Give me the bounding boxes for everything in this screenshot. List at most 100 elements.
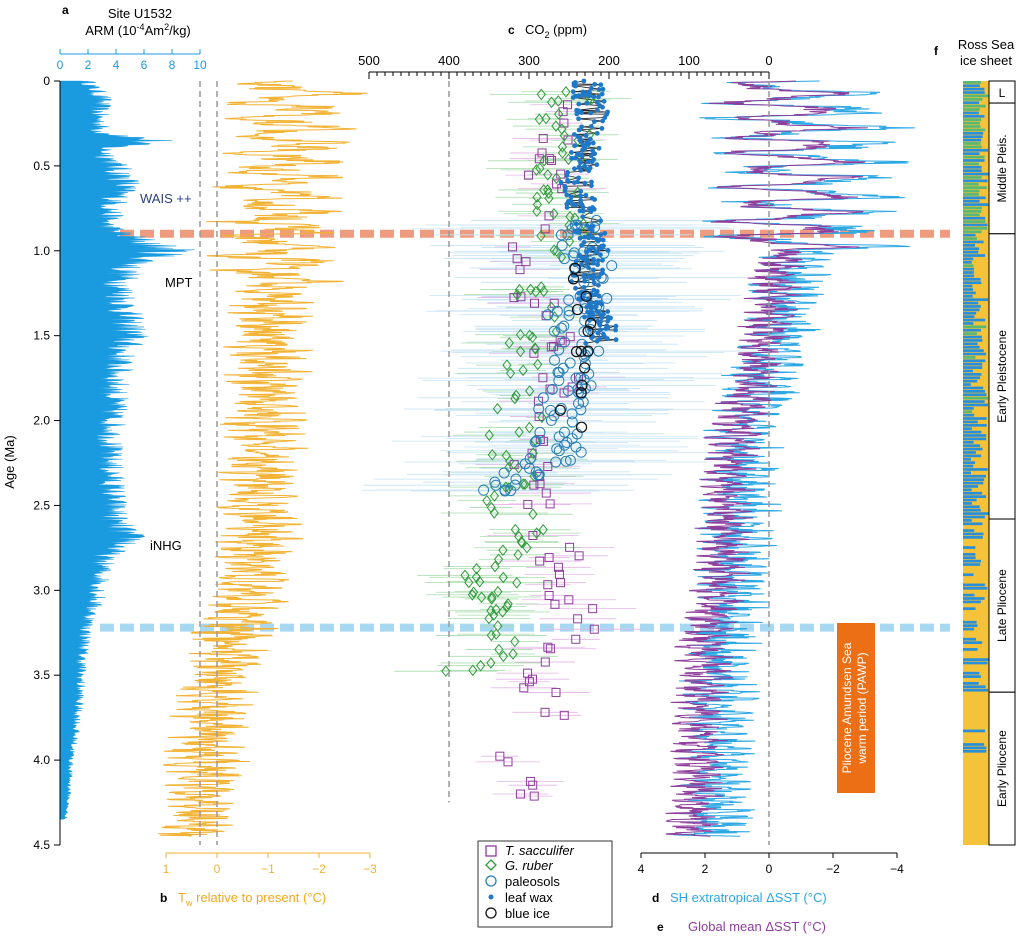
age-tick-label: 2.5 <box>33 498 50 512</box>
blueice-point <box>580 290 592 302</box>
sacculifer-point <box>540 224 550 234</box>
ice-sheet-band <box>963 81 981 84</box>
sacculifer-point <box>535 556 545 566</box>
panel-e-label: Global mean ΔSST (°C) <box>688 919 826 934</box>
ice-sheet-band <box>963 94 989 98</box>
leafwax-point <box>578 188 584 194</box>
ice-sheet-band <box>963 749 987 753</box>
leafwax-point <box>572 155 578 161</box>
ruber-point <box>544 192 554 205</box>
ice-sheet-band <box>963 111 979 115</box>
paleosols-point <box>548 354 560 366</box>
epoch-label: Middle Pleis. <box>995 134 1009 202</box>
ice-sheet-band <box>963 328 981 332</box>
pawp-label-line2: warm period (PAWP) <box>855 652 869 764</box>
leafwax-point <box>584 304 590 310</box>
ice-sheet-band <box>963 529 975 532</box>
ruber-point <box>514 530 524 543</box>
leafwax-point <box>574 107 580 113</box>
ice-sheet-band <box>963 359 986 363</box>
leafwax-point <box>587 165 593 171</box>
sacculifer-point <box>512 254 522 264</box>
leafwax-point <box>582 314 587 320</box>
leafwax-point <box>596 87 602 92</box>
leafwax-point <box>602 334 607 339</box>
tw-tick-label: 0 <box>214 862 221 876</box>
sacculifer-point <box>523 170 533 180</box>
blueice-point <box>569 262 581 275</box>
ice-sheet-band <box>963 556 976 560</box>
ruber-point <box>530 434 540 447</box>
leafwax-point <box>577 235 583 241</box>
leafwax-point <box>576 175 581 181</box>
age-tick-label: 2.0 <box>33 414 50 428</box>
sacculifer-point <box>528 530 538 540</box>
blueice-point <box>585 317 597 329</box>
leafwax-point <box>594 236 600 242</box>
sacculifer-point <box>543 580 553 590</box>
ruber-point <box>504 337 514 349</box>
sacculifer-point <box>534 411 544 421</box>
paleosols-point <box>566 408 578 420</box>
y-axis-label: Age (Ma) <box>2 435 17 488</box>
ice-sheet-band <box>963 403 988 407</box>
paleosols-point <box>563 305 575 317</box>
ice-sheet-band <box>963 671 980 675</box>
leafwax-point <box>596 293 602 299</box>
age-tick-label: 3.5 <box>33 668 50 682</box>
ruber-point <box>533 358 543 371</box>
leafwax-point <box>577 136 583 142</box>
leafwax-point <box>591 206 597 212</box>
ice-sheet-band <box>963 474 986 478</box>
ice-sheet-band <box>963 488 972 492</box>
ice-sheet-band <box>963 101 980 105</box>
paleosols-point <box>563 294 575 306</box>
sst-tick-label: −2 <box>826 862 840 876</box>
panel-e-letter: e <box>657 920 664 934</box>
leafwax-point <box>604 111 610 117</box>
ice-sheet-band <box>963 210 982 213</box>
ruber-point <box>520 478 530 491</box>
ruber-point <box>515 328 526 341</box>
leafwax-point <box>584 100 590 106</box>
ice-sheet-band <box>963 512 989 515</box>
ice-sheet-band <box>963 495 987 498</box>
leafwax-point <box>601 98 607 104</box>
leafwax-point <box>583 254 589 260</box>
ice-sheet-band <box>963 159 985 162</box>
leafwax-point <box>565 178 570 183</box>
blueice-point <box>579 362 591 374</box>
leafwax-point <box>594 100 600 105</box>
panel-c-label: CO2 (ppm) <box>525 22 587 40</box>
co2-tick-label: 500 <box>358 53 380 68</box>
leafwax-point <box>597 322 603 328</box>
ruber-point <box>527 331 538 344</box>
ruber-point <box>536 230 546 242</box>
leafwax-point <box>575 179 580 185</box>
leafwax-point <box>587 247 593 252</box>
leafwax-point <box>589 158 595 164</box>
leafwax-point <box>569 155 574 161</box>
paleosols-point <box>533 403 545 415</box>
blueice-point <box>575 387 587 399</box>
ice-sheet-band <box>963 376 981 380</box>
ice-sheet-band <box>963 182 979 186</box>
leafwax-point <box>605 318 611 324</box>
leafwax-point <box>579 262 585 267</box>
leafwax-point <box>568 194 574 200</box>
ruber-point <box>539 155 549 167</box>
ice-sheet-band <box>963 607 976 611</box>
ice-sheet-band <box>963 505 980 509</box>
ice-sheet-band <box>963 203 989 206</box>
paleosols-point <box>530 466 542 478</box>
paleosols-point <box>550 456 562 468</box>
leafwax-point <box>586 89 592 95</box>
ice-sheet-band <box>963 627 975 631</box>
blueice-point <box>575 345 587 357</box>
ice-sheet-band <box>963 471 971 475</box>
age-tick-label: 1.0 <box>33 244 50 258</box>
arm-tick-label: 2 <box>85 58 92 72</box>
ice-sheet-band <box>963 87 985 91</box>
ruber-point <box>493 553 504 566</box>
paleosols-point <box>563 309 575 321</box>
